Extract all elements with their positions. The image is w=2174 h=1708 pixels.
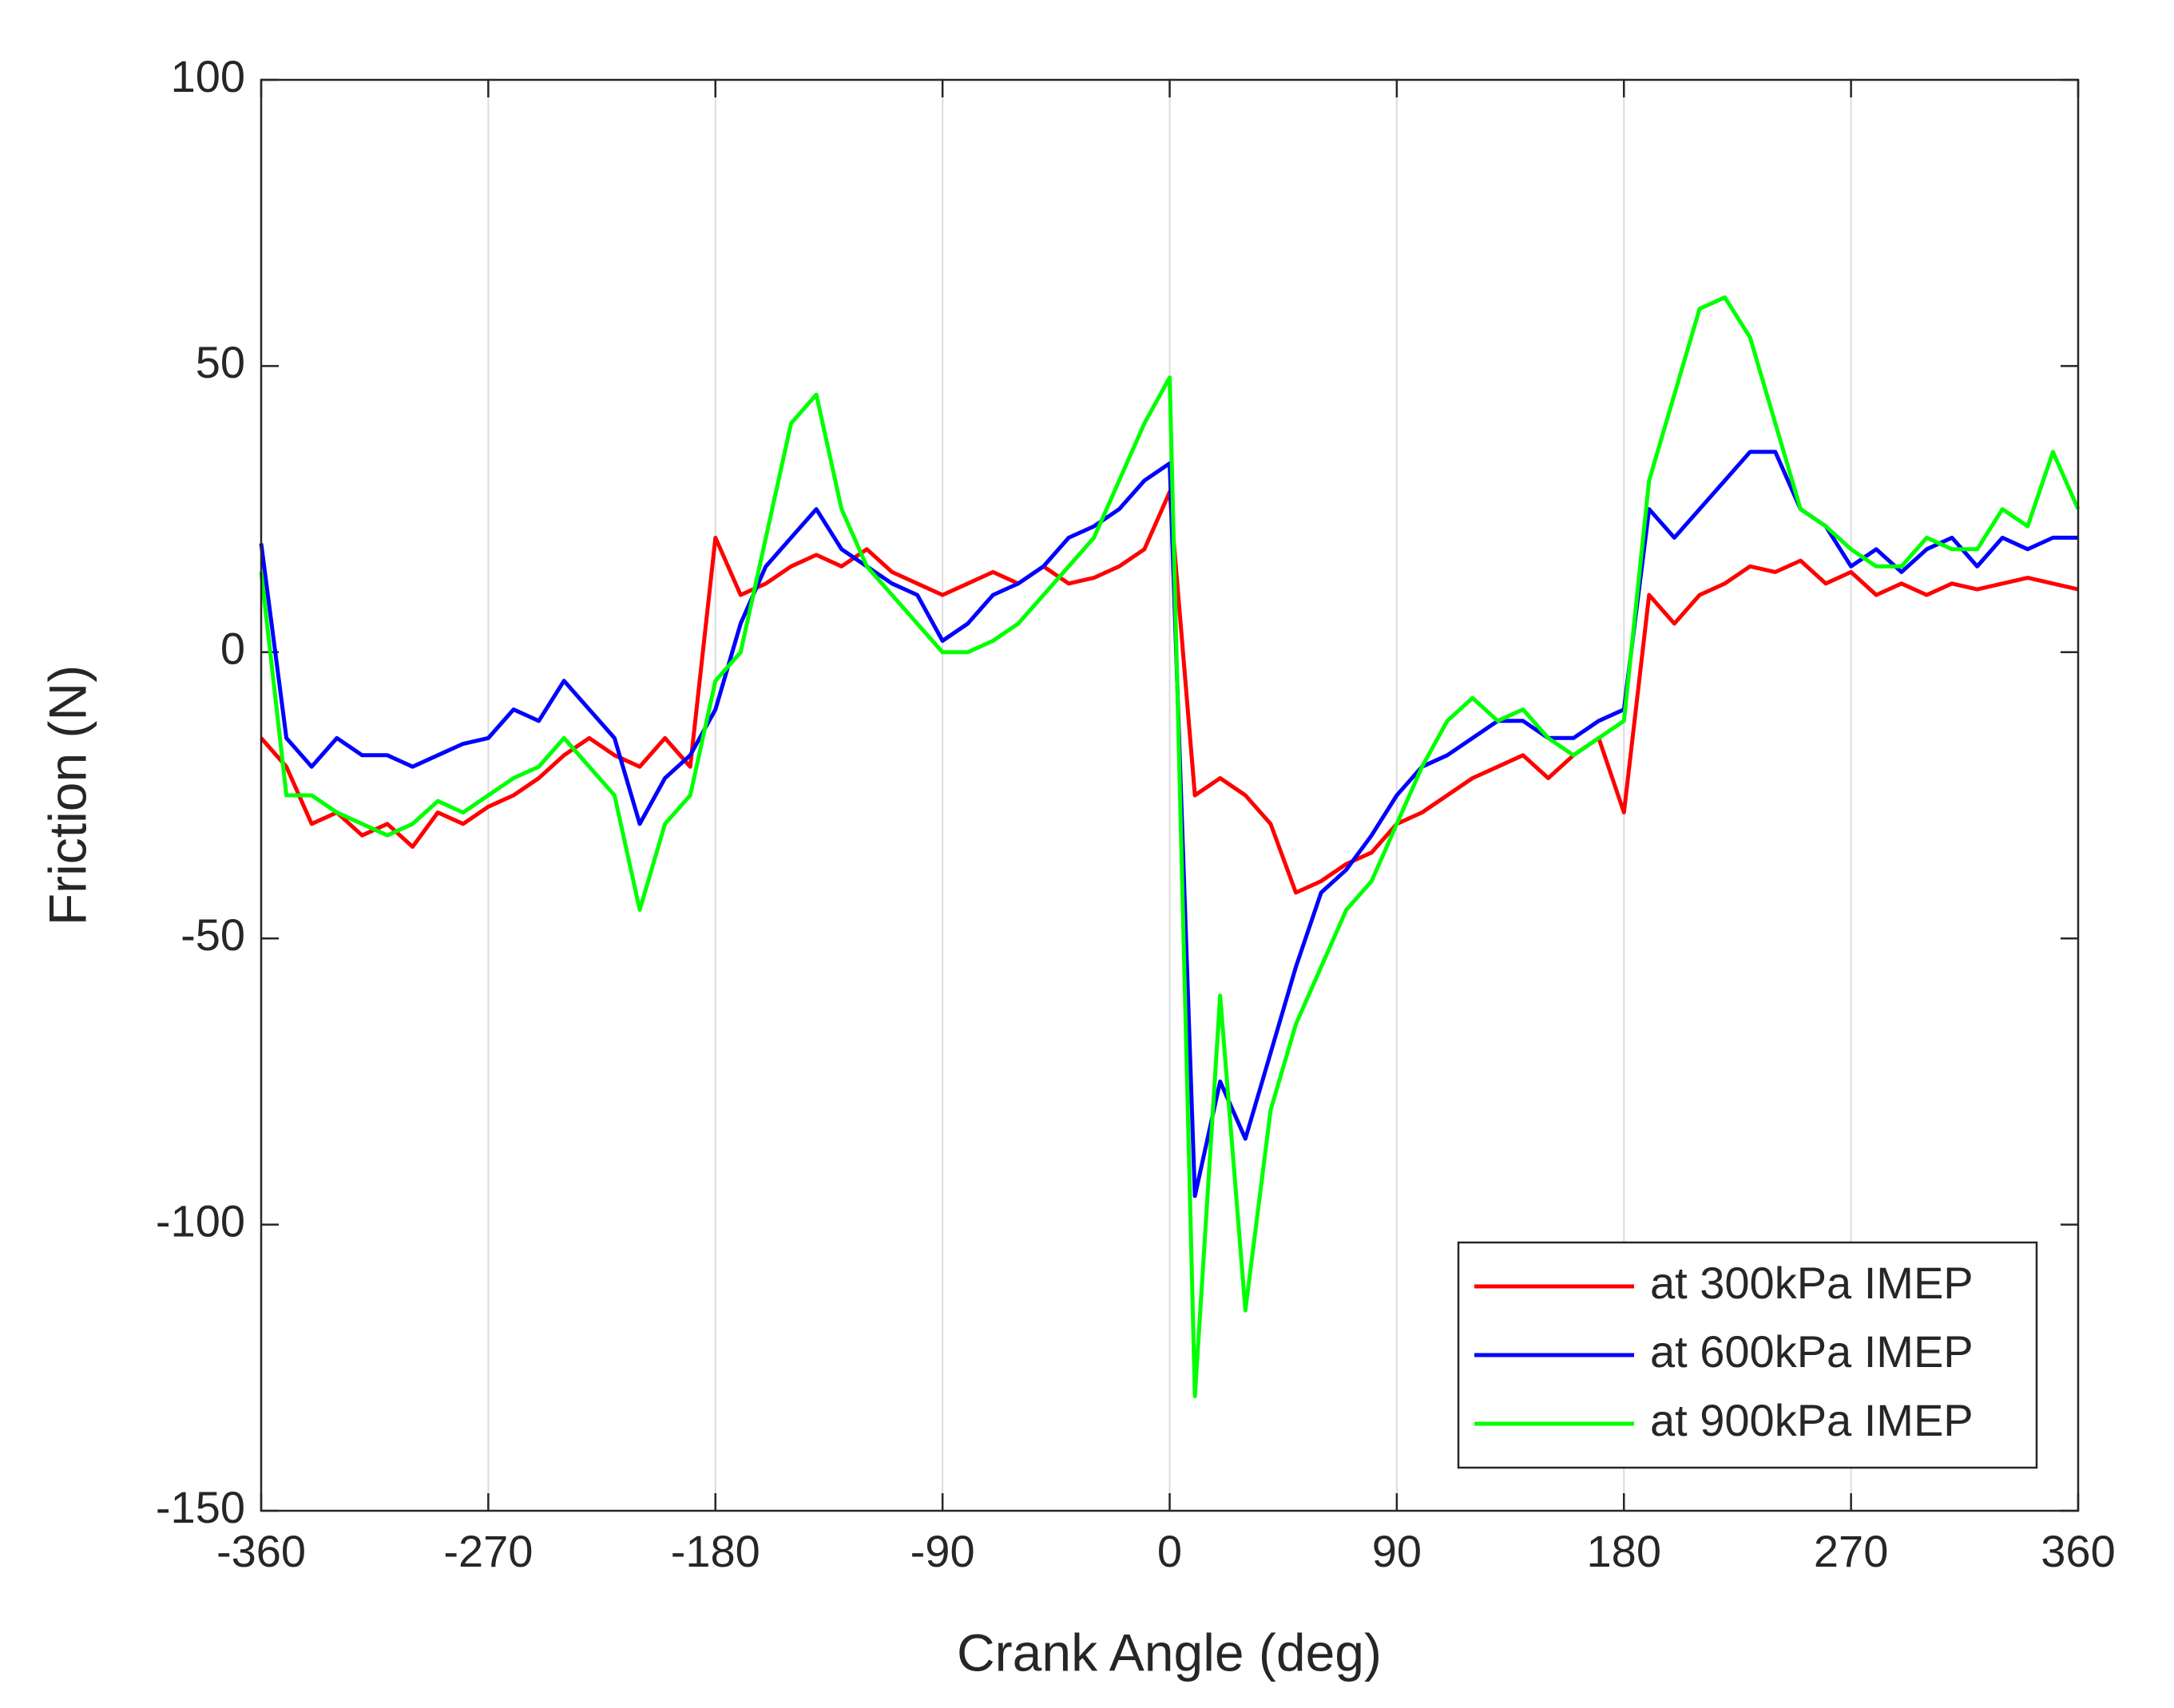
x-tick-label: 90 [1372,1526,1422,1576]
x-tick-label: -180 [671,1526,760,1576]
y-tick-label: 100 [171,51,245,101]
y-axis-label: Friction (N) [38,665,97,925]
legend-label: at 300kPa IMEP [1650,1258,1974,1308]
x-tick-label: -270 [443,1526,533,1576]
y-tick-label: -50 [181,909,245,960]
series-line [259,450,2078,1199]
series-line [259,295,2081,1399]
y-tick-label: -100 [156,1195,245,1246]
x-tick-label: 0 [1157,1526,1182,1576]
x-axis-label: Crank Angle (deg) [957,1623,1382,1682]
legend-label: at 600kPa IMEP [1650,1326,1974,1377]
y-tick-label: 0 [220,624,245,674]
x-tick-label: -360 [216,1526,306,1576]
plot-frame [260,78,2080,1512]
y-tick-label: -150 [156,1482,245,1532]
legend-label: at 900kPa IMEP [1650,1395,1974,1445]
x-tick-label: 180 [1587,1526,1661,1576]
x-tick-label: 270 [1814,1526,1888,1576]
y-tick-label: 50 [196,337,245,387]
x-tick-label: 360 [2041,1526,2115,1576]
x-tick-label: -90 [910,1526,975,1576]
